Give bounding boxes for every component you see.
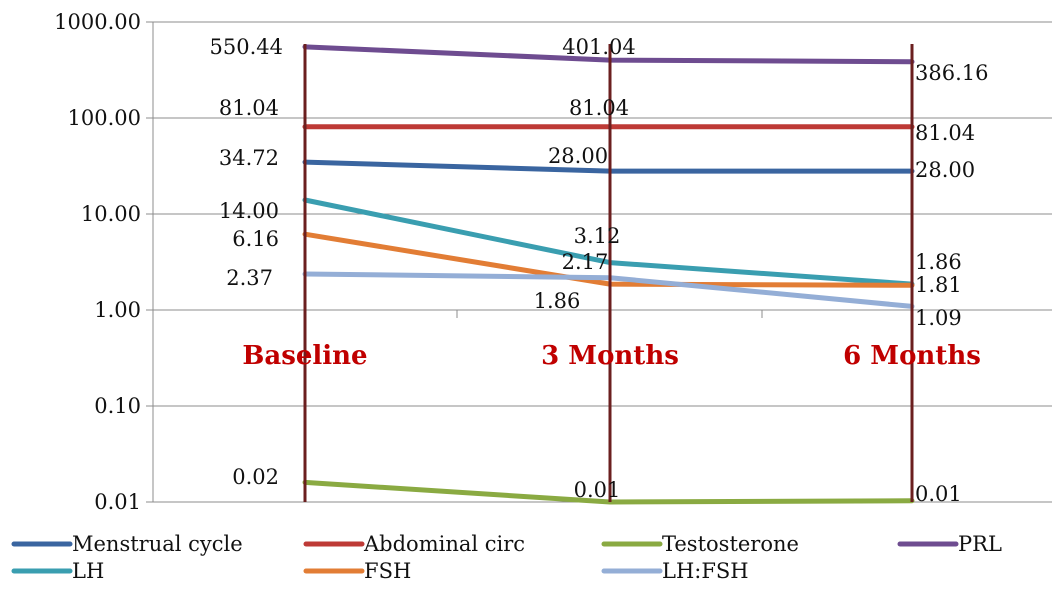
legend-label: LH	[72, 559, 104, 583]
data-label: 2.37	[226, 266, 273, 290]
legend-label: LH:FSH	[662, 559, 749, 583]
data-label: 28.00	[915, 158, 975, 182]
data-label: 2.17	[562, 250, 609, 274]
data-label: 81.04	[915, 121, 975, 145]
data-label: 34.72	[219, 146, 279, 170]
y-tick-label: 10.00	[81, 202, 141, 226]
data-label: 3.12	[574, 224, 621, 248]
data-label: 28.00	[548, 144, 608, 168]
y-tick-label: 1.00	[94, 298, 141, 322]
legend-label: FSH	[364, 559, 411, 583]
y-tick-label: 0.10	[94, 394, 141, 418]
data-label: 1.09	[915, 306, 962, 330]
category-label: 3 Months	[541, 341, 679, 371]
y-tick-label: 1000.00	[54, 10, 141, 34]
legend-label: Menstrual cycle	[72, 532, 243, 556]
legend-label: Abdominal circ	[363, 532, 525, 556]
data-label: 0.01	[915, 482, 962, 506]
data-label: 1.86	[915, 250, 962, 274]
data-label: 81.04	[219, 96, 279, 120]
legend-label: Testosterone	[662, 532, 799, 556]
data-label: 0.01	[574, 478, 621, 502]
data-label: 1.86	[534, 289, 581, 313]
y-tick-label: 0.01	[94, 490, 141, 514]
category-label: Baseline	[242, 341, 367, 371]
data-label: 81.04	[569, 96, 629, 120]
legend-label: PRL	[958, 532, 1002, 556]
data-label: 6.16	[232, 227, 279, 251]
data-label: 1.81	[915, 273, 962, 297]
y-tick-label: 100.00	[68, 106, 141, 130]
data-label: 0.02	[232, 465, 279, 489]
data-label: 386.16	[915, 61, 988, 85]
category-label: 6 Months	[843, 341, 981, 371]
data-label: 401.04	[562, 35, 635, 59]
data-label: 14.00	[219, 199, 279, 223]
data-label: 550.44	[210, 35, 283, 59]
